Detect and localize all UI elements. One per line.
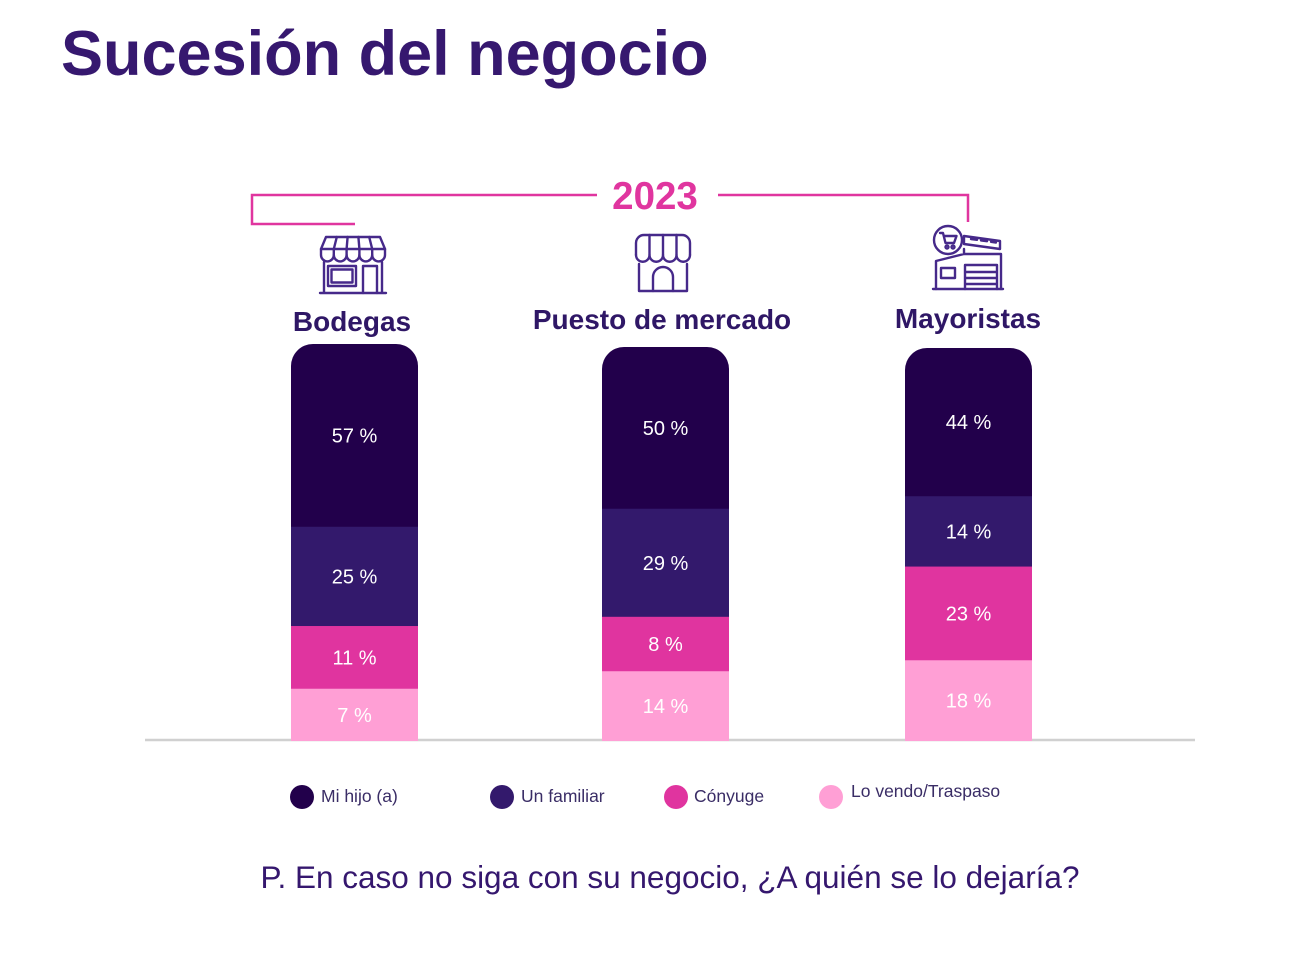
segment-bodegas-mi-hijo-a <box>291 344 418 528</box>
value-number: 50 <box>643 418 665 440</box>
segment-puesto-de-mercado-un-familiar <box>602 508 729 618</box>
value-number: 14 <box>946 521 968 543</box>
value-suffix: % <box>348 705 372 727</box>
value-number: 7 <box>337 705 348 727</box>
value-number: 14 <box>643 696 665 718</box>
legend-swatch-mi-hijo-a <box>290 785 314 809</box>
value-suffix: % <box>353 647 377 669</box>
category-label-mayoristas: Mayoristas <box>894 303 1042 334</box>
value-number: 44 <box>946 412 968 434</box>
wholesale-store-icon <box>931 224 1005 291</box>
value-number: 29 <box>643 553 665 575</box>
value-label-puesto-de-mercado-un-familiar: 29 % <box>643 553 689 575</box>
storefront-icon <box>318 235 388 295</box>
value-label-bodegas-conyuge: 11 % <box>332 647 376 669</box>
value-label-mayoristas-conyuge: 23 % <box>946 603 992 625</box>
value-label-puesto-de-mercado-conyuge: 8 % <box>648 634 683 656</box>
year-label: 2023 <box>612 175 698 218</box>
legend-label-lo-vendo-traspaso: Lo vendo/Traspaso <box>851 781 1001 801</box>
value-suffix: % <box>665 553 689 575</box>
segment-bodegas-lo-vendo-traspaso <box>291 688 418 741</box>
value-suffix: % <box>665 696 689 718</box>
segment-puesto-de-mercado-mi-hijo-a <box>602 347 729 510</box>
legend-swatch-un-familiar <box>490 785 514 809</box>
survey-question: P. En caso no siga con su negocio, ¿A qu… <box>260 859 1080 895</box>
value-suffix: % <box>968 521 992 543</box>
value-suffix: % <box>968 603 992 625</box>
value-suffix: % <box>968 691 992 713</box>
value-label-bodegas-lo-vendo-traspaso: 7 % <box>337 705 372 727</box>
value-label-mayoristas-lo-vendo-traspaso: 18 % <box>946 691 992 713</box>
bar-puesto-de-mercado: 50 %29 %8 %14 % <box>602 347 729 741</box>
segment-mayoristas-un-familiar <box>905 496 1032 568</box>
segment-mayoristas-mi-hijo-a <box>905 348 1032 497</box>
value-label-bodegas-un-familiar: 25 % <box>332 566 378 588</box>
value-suffix: % <box>354 566 378 588</box>
value-number: 57 <box>332 425 354 447</box>
value-number: 11 <box>332 647 353 669</box>
segment-mayoristas-conyuge <box>905 566 1032 661</box>
segment-bodegas-conyuge <box>291 626 418 690</box>
stacked-bar-chart: 57 %25 %11 %7 %50 %29 %8 %14 %44 %14 %23… <box>145 344 1195 742</box>
value-suffix: % <box>665 418 689 440</box>
category-label-puesto-de-mercado: Puesto de mercado <box>532 304 792 335</box>
segment-bodegas-un-familiar <box>291 526 418 627</box>
segment-puesto-de-mercado-lo-vendo-traspaso <box>602 671 729 741</box>
value-number: 25 <box>332 566 354 588</box>
legend-label-conyuge: Cónyuge <box>694 786 765 806</box>
market-stall-icon <box>634 233 692 293</box>
value-label-bodegas-mi-hijo-a: 57 % <box>332 425 378 447</box>
value-number: 18 <box>946 691 968 713</box>
value-number: 23 <box>946 603 968 625</box>
bar-segments-bodegas <box>291 344 418 741</box>
bar-segments-mayoristas <box>905 348 1032 741</box>
segment-puesto-de-mercado-conyuge <box>602 616 729 672</box>
category-label-bodegas: Bodegas <box>292 306 412 337</box>
value-label-puesto-de-mercado-mi-hijo-a: 50 % <box>643 418 689 440</box>
legend-swatch-conyuge <box>664 785 688 809</box>
value-label-mayoristas-un-familiar: 14 % <box>946 521 992 543</box>
bar-mayoristas: 44 %14 %23 %18 % <box>905 348 1032 741</box>
value-suffix: % <box>354 425 378 447</box>
value-label-mayoristas-mi-hijo-a: 44 % <box>946 412 992 434</box>
value-number: 8 <box>648 634 659 656</box>
page-title: Sucesión del negocio <box>61 19 709 89</box>
legend-label-mi-hijo-a: Mi hijo (a) <box>321 786 398 806</box>
value-suffix: % <box>968 412 992 434</box>
bar-segments-puesto-de-mercado <box>602 347 729 741</box>
year-bracket <box>250 193 970 226</box>
bar-bodegas: 57 %25 %11 %7 % <box>291 344 418 741</box>
legend: Mi hijo (a) Un familiar Cónyuge Lo vendo… <box>280 780 1020 820</box>
segment-mayoristas-lo-vendo-traspaso <box>905 660 1032 741</box>
legend-swatch-lo-vendo-traspaso <box>819 785 843 809</box>
value-label-puesto-de-mercado-lo-vendo-traspaso: 14 % <box>643 696 689 718</box>
value-suffix: % <box>659 634 683 656</box>
legend-label-un-familiar: Un familiar <box>521 786 605 806</box>
